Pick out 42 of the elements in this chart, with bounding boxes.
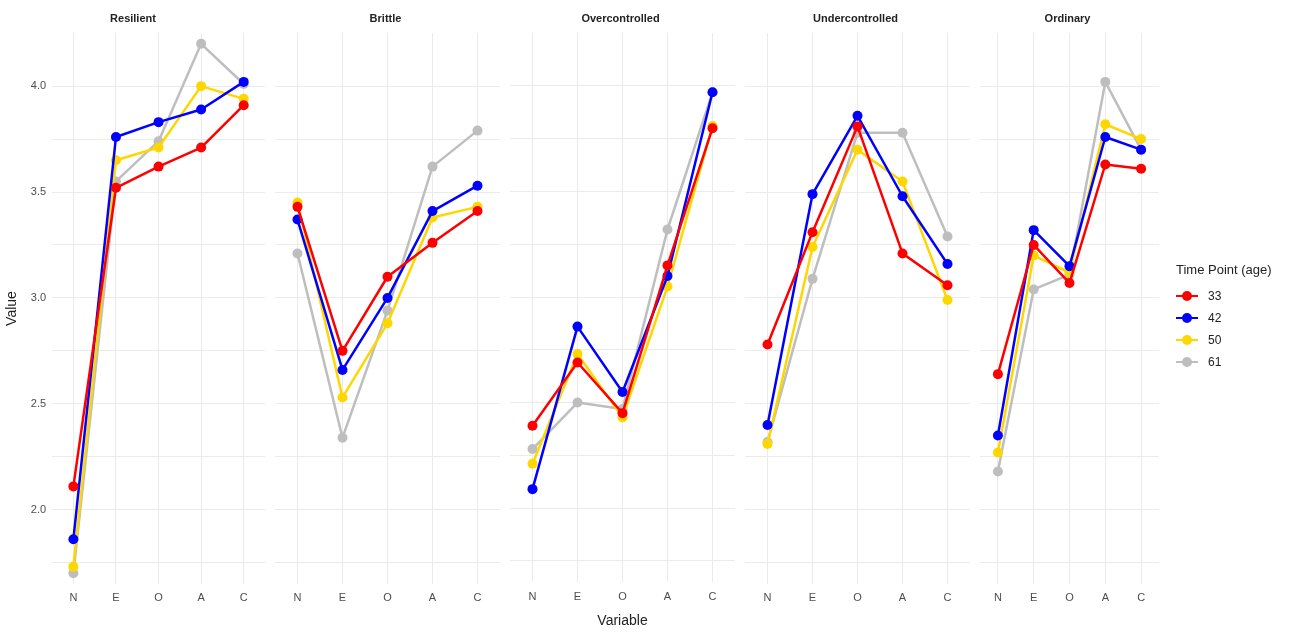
x-tick-label: O (853, 591, 863, 604)
legend-label: 33 (1208, 288, 1222, 303)
x-tick-label: N (763, 591, 772, 604)
legend-title: Time Point (age) (1176, 261, 1272, 277)
x-tick-label: A (1101, 591, 1110, 604)
chart-title: Brittle (369, 11, 402, 24)
x-tick-label: O (383, 591, 393, 604)
y-tick-label: 2.5 (30, 396, 47, 409)
x-tick-label: A (197, 591, 206, 604)
x-tick-label: O (1065, 591, 1075, 604)
x-tick-label: C (943, 591, 952, 604)
x-tick-label: C (239, 591, 248, 604)
x-axis-title: Variable (597, 612, 648, 629)
x-tick-label: A (663, 589, 672, 602)
x-tick-label: A (898, 591, 907, 604)
x-tick-label: E (112, 591, 120, 604)
x-tick-label: C (473, 591, 482, 604)
chart-title: Ordinary (1044, 11, 1092, 24)
y-tick-label: 3.5 (30, 185, 47, 198)
x-tick-label: O (154, 591, 164, 604)
legend-label: 61 (1208, 354, 1222, 369)
y-tick-label: 4.0 (30, 79, 47, 92)
y-axis-title: Value (3, 290, 20, 326)
x-tick-label: N (69, 591, 78, 604)
y-tick-label: 3.0 (30, 290, 47, 303)
x-tick-label: C (708, 589, 717, 602)
legend-label: 42 (1208, 310, 1222, 325)
x-tick-label: C (1137, 591, 1146, 604)
x-tick-label: N (293, 591, 302, 604)
x-tick-label: O (618, 589, 628, 602)
x-tick-label: E (1030, 591, 1038, 604)
legend-label: 50 (1208, 332, 1222, 347)
x-tick-label: E (338, 591, 347, 604)
x-tick-label: N (993, 591, 1002, 604)
y-tick-label: 2.0 (30, 502, 47, 515)
chart-title: Resilient (110, 11, 157, 24)
x-tick-label: E (808, 591, 817, 604)
x-tick-label: E (573, 589, 582, 602)
x-tick-label: N (528, 589, 537, 602)
x-tick-label: A (428, 591, 437, 604)
chart-title: Undercontrolled (813, 11, 898, 24)
chart-title: Overcontrolled (581, 11, 660, 24)
